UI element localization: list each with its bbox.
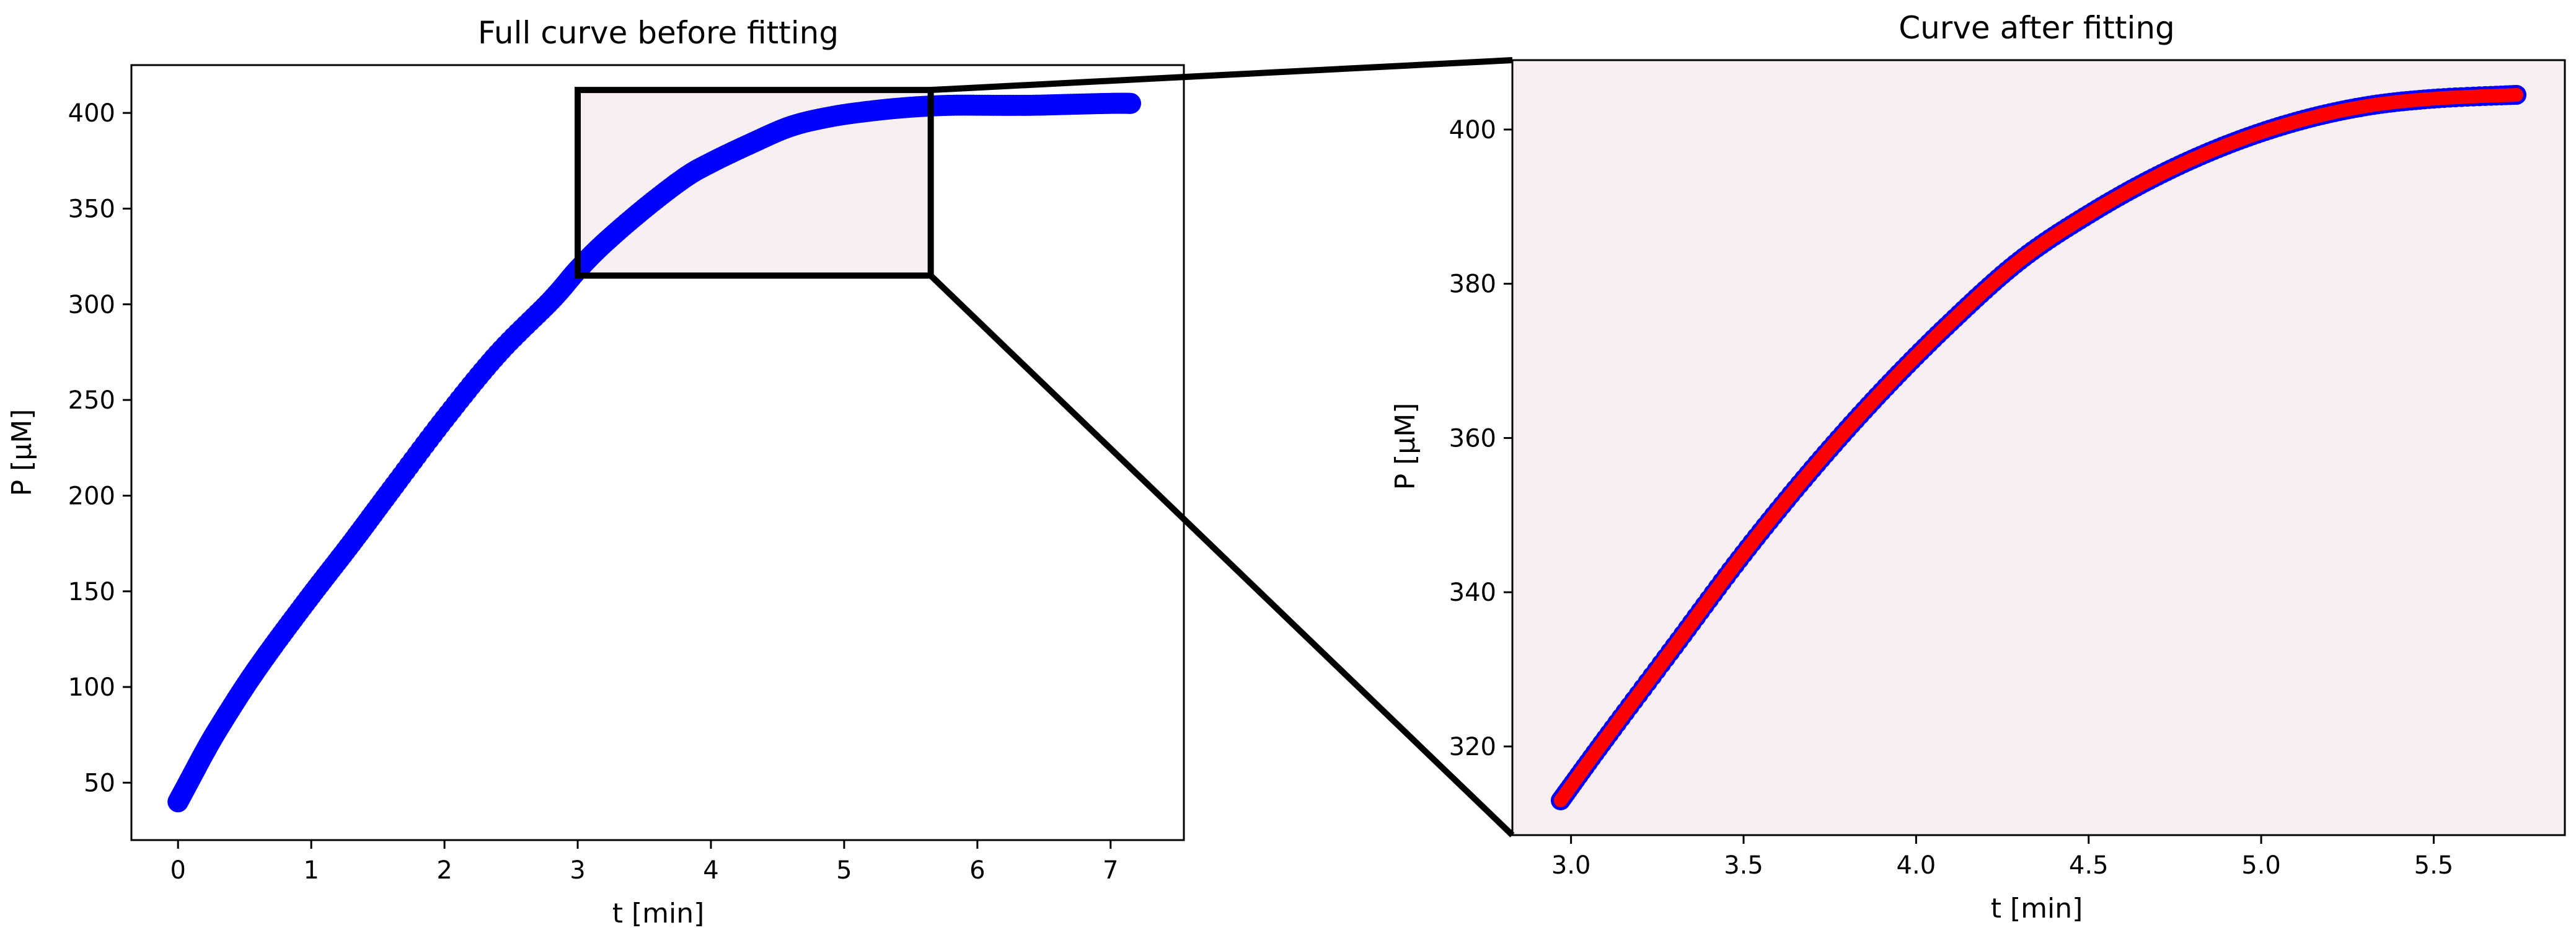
x-tick-label: 2 — [436, 856, 452, 885]
left-data-series — [167, 92, 1142, 813]
x-tick-label: 4 — [703, 856, 718, 885]
left-plot-area: 0 1 2 3 4 5 6 7 50 100 150 200 250 300 350 400 — [68, 64, 1185, 885]
right-axes-background — [1512, 60, 2565, 835]
right-axes-frame — [1511, 59, 2566, 836]
x-tick-label: 5.5 — [2414, 851, 2454, 880]
y-tick-label: 320 — [1449, 733, 1496, 761]
x-tick-label: 6 — [969, 856, 985, 885]
x-tick-label: 3.5 — [1724, 851, 1763, 880]
y-tick-label: 380 — [1449, 270, 1496, 299]
y-tick-label: 350 — [68, 195, 115, 223]
y-tick-label: 50 — [84, 769, 115, 797]
right-x-axis-label: t [min] — [1991, 893, 2083, 924]
left-chart-panel: Full curve before fitting 0 1 2 3 4 5 6 7 50 100 1… — [6, 15, 1185, 929]
left-x-axis-label: t [min] — [612, 898, 705, 929]
x-tick-label: 0 — [170, 856, 186, 885]
x-tick-label: 3 — [570, 856, 585, 885]
connector-bottom — [929, 273, 1515, 838]
data-point — [1120, 92, 1142, 114]
x-tick-label: 4.0 — [1897, 851, 1936, 880]
x-tick-label: 4.5 — [2069, 851, 2109, 880]
y-tick-label: 100 — [68, 673, 115, 702]
zoom-connector-lines — [929, 57, 1515, 838]
y-tick-label: 300 — [68, 291, 115, 319]
x-tick-label: 1 — [303, 856, 319, 885]
right-chart-title: Curve after fitting — [1899, 10, 2175, 46]
y-tick-label: 360 — [1449, 424, 1496, 453]
zoom-region-box — [575, 87, 934, 279]
right-plot-area: 3.0 3.5 4.0 4.5 5.0 5.5 320 340 360 380 400 — [1449, 59, 2566, 880]
y-tick-label: 340 — [1449, 578, 1496, 607]
x-tick-label: 5 — [836, 856, 852, 885]
left-chart-title: Full curve before fitting — [478, 15, 839, 51]
right-chart-panel: Curve after fitting 3.0 3.5 4.0 4.5 5.0 5.5 32… — [1390, 10, 2566, 924]
fit-curve-line — [1553, 88, 2524, 807]
right-y-axis-label: P [µM] — [1390, 403, 1421, 490]
y-tick-label: 250 — [68, 386, 115, 415]
x-tick-label: 3.0 — [1551, 851, 1591, 880]
left-y-axis-label: P [µM] — [6, 409, 38, 497]
y-tick-label: 400 — [68, 99, 115, 128]
x-tick-label: 5.0 — [2241, 851, 2281, 880]
y-tick-label: 150 — [68, 578, 115, 606]
left-axes-frame — [130, 64, 1185, 841]
connector-top — [930, 57, 1513, 94]
y-tick-label: 400 — [1449, 116, 1496, 144]
x-tick-label: 7 — [1103, 856, 1118, 885]
y-tick-label: 200 — [68, 482, 115, 510]
